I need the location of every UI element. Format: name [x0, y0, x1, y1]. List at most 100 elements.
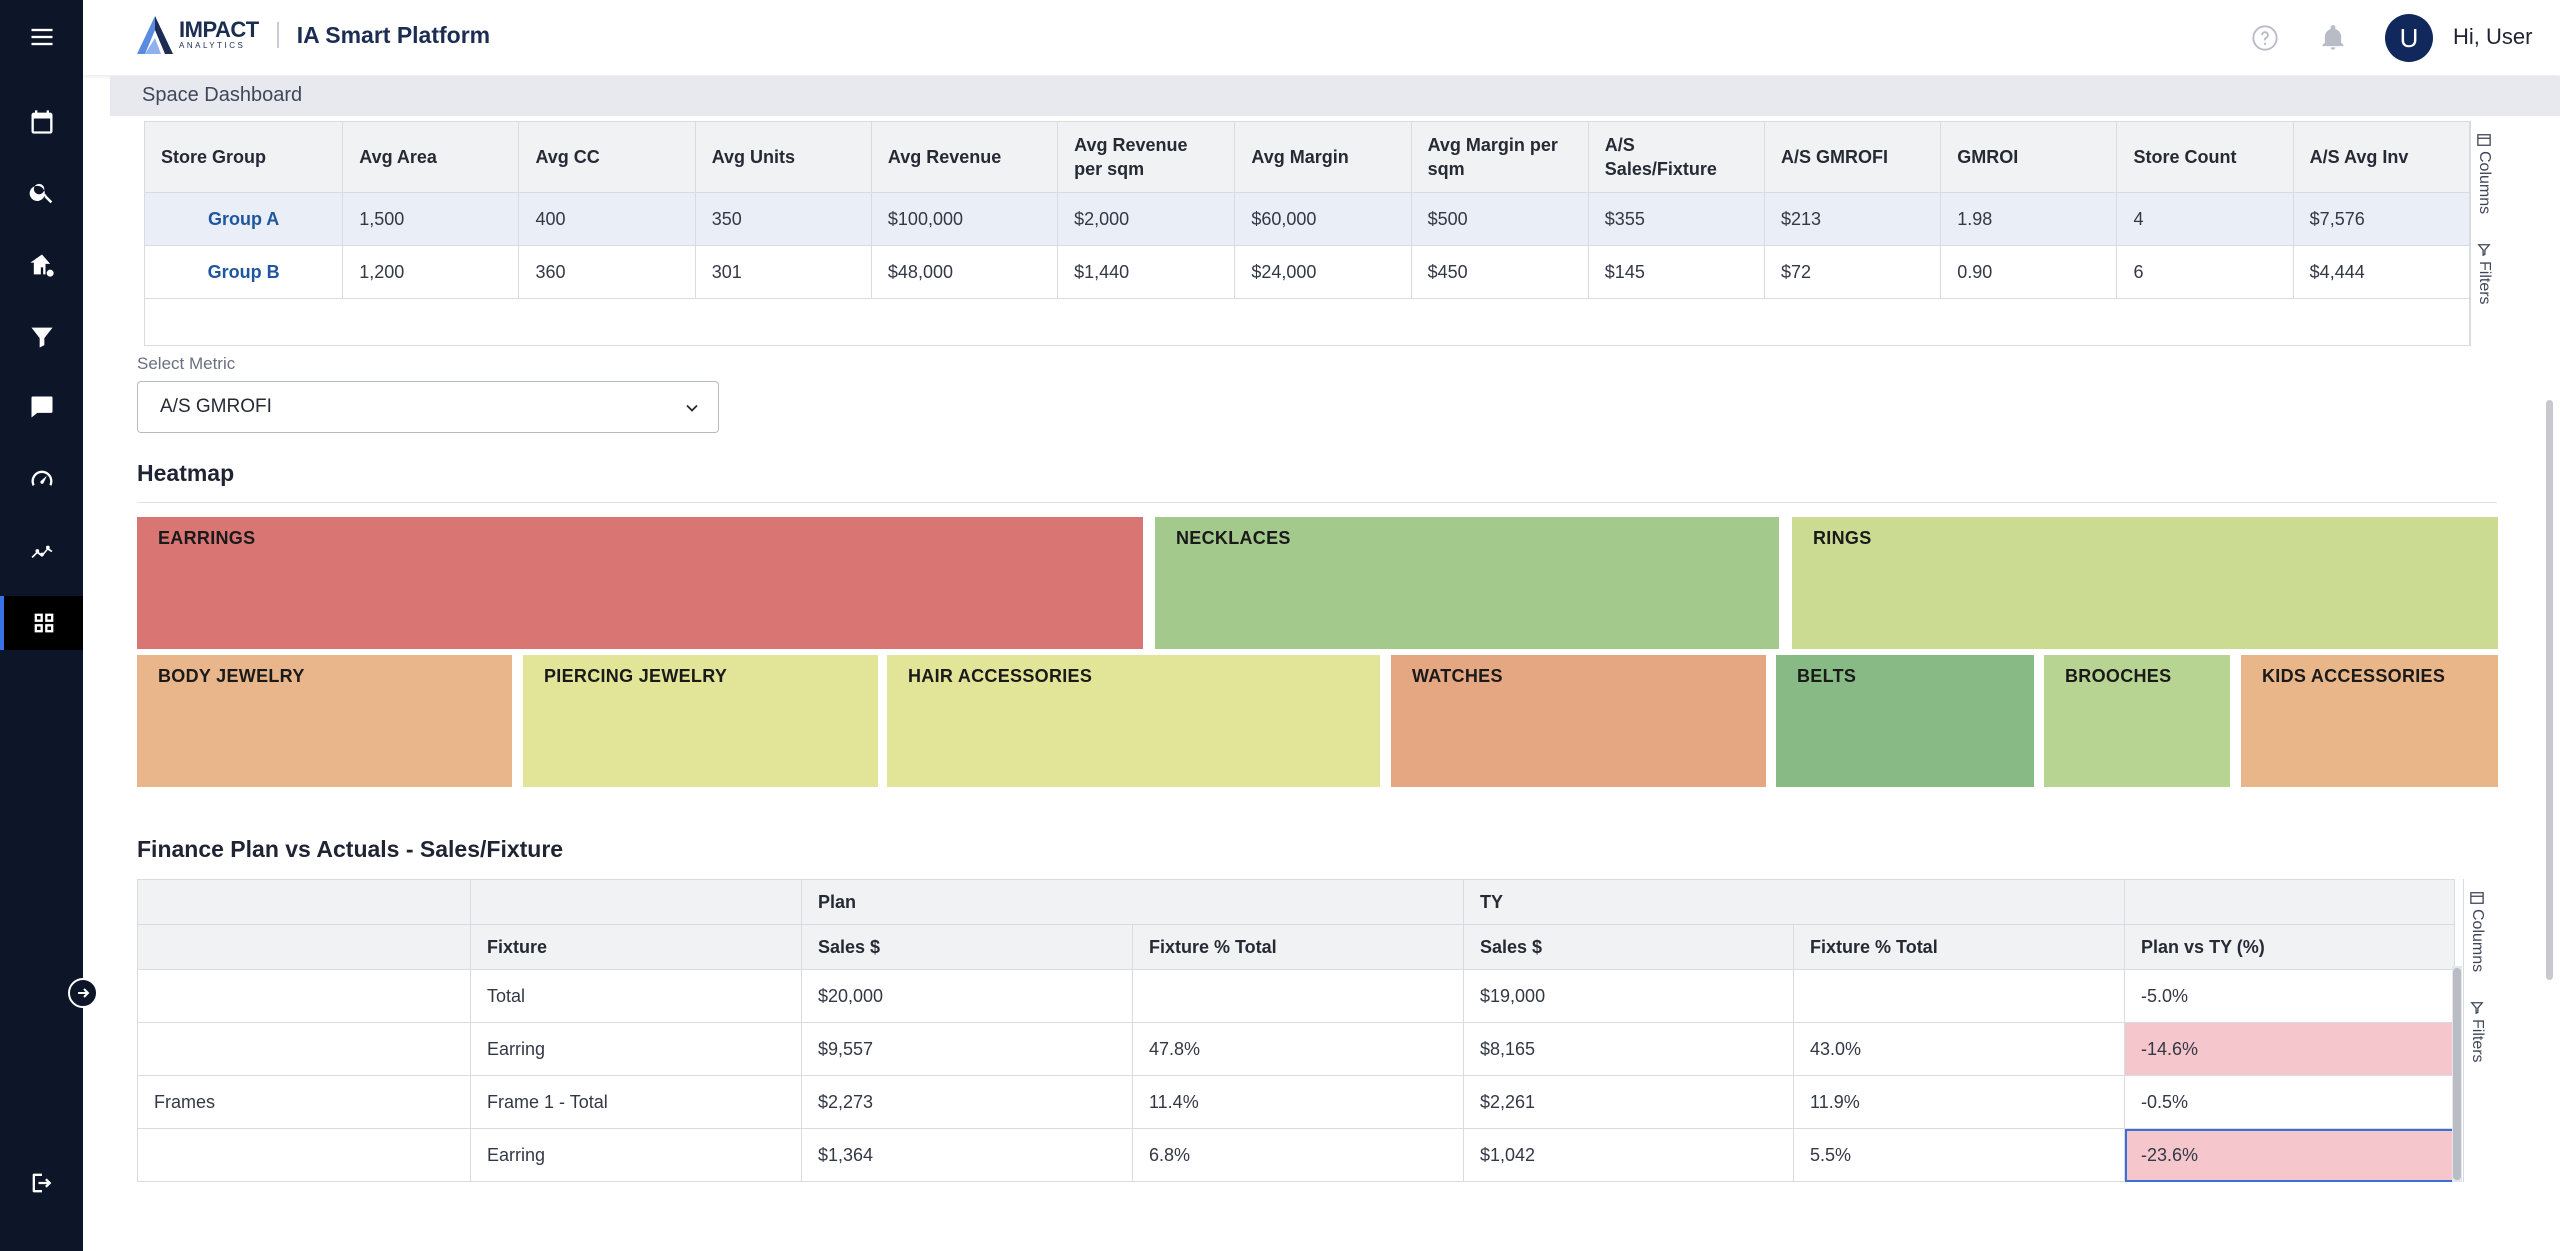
column-header[interactable]: Fixture — [470, 924, 802, 970]
table-cell[interactable]: $500 — [1410, 192, 1589, 246]
column-header[interactable]: Store Count — [2116, 121, 2294, 193]
heatmap-cell[interactable]: HAIR ACCESSORIES — [887, 655, 1380, 787]
table-cell[interactable]: Total — [470, 969, 802, 1023]
column-header[interactable]: Fixture % Total — [1793, 924, 2126, 970]
chat-icon[interactable] — [0, 380, 83, 434]
table-cell[interactable]: 360 — [518, 245, 696, 299]
table-cell-negative[interactable]: -23.6% — [2124, 1128, 2456, 1182]
table-row[interactable]: Earring $1,364 6.8% $1,042 5.5% -23.6% — [137, 1128, 2456, 1182]
table-cell[interactable]: $100,000 — [870, 192, 1059, 246]
table-cell[interactable]: $7,576 — [2292, 192, 2471, 246]
calendar-icon[interactable] — [0, 95, 83, 149]
table-cell[interactable]: $1,440 — [1057, 245, 1236, 299]
column-header[interactable]: Avg CC — [518, 121, 696, 193]
table-cell[interactable]: 5.5% — [1793, 1128, 2126, 1182]
table-cell[interactable] — [1131, 969, 1465, 1023]
heatmap-cell[interactable]: KIDS ACCESSORIES — [2241, 655, 2498, 787]
column-header[interactable]: A/S GMROFI — [1764, 121, 1942, 193]
table-cell[interactable]: $213 — [1764, 192, 1942, 246]
table-cell[interactable]: 0.90 — [1940, 245, 2118, 299]
table-cell[interactable]: $60,000 — [1234, 192, 1412, 246]
column-header[interactable]: Sales $ — [1463, 924, 1795, 970]
heatmap-cell[interactable]: BODY JEWELRY — [137, 655, 512, 787]
table-cell[interactable]: $2,261 — [1463, 1075, 1795, 1129]
heatmap-cell[interactable]: EARRINGS — [137, 517, 1143, 649]
trend-icon[interactable] — [0, 524, 83, 578]
table-cell[interactable]: $9,557 — [801, 1022, 1133, 1076]
table-cell[interactable]: $19,000 — [1463, 969, 1795, 1023]
heatmap-cell[interactable]: NECKLACES — [1155, 517, 1779, 649]
table-cell[interactable]: 43.0% — [1793, 1022, 2126, 1076]
table-cell[interactable]: $145 — [1587, 245, 1766, 299]
table-cell[interactable]: 11.9% — [1793, 1075, 2126, 1129]
table-cell[interactable]: -5.0% — [2124, 969, 2456, 1023]
column-header[interactable]: GMROI — [1940, 121, 2118, 193]
table-cell[interactable] — [137, 1022, 471, 1076]
filters-tab[interactable]: Filters — [2475, 243, 2493, 305]
column-header[interactable]: Avg Units — [694, 121, 872, 193]
table-row[interactable]: Earring $9,557 47.8% $8,165 43.0% -14.6% — [137, 1022, 2456, 1076]
table-cell[interactable] — [137, 969, 471, 1023]
column-header[interactable]: A/S Avg Inv — [2292, 121, 2471, 193]
table-cell[interactable]: $4,444 — [2292, 245, 2471, 299]
table-cell[interactable]: 400 — [518, 192, 696, 246]
table-row[interactable]: Frames Frame 1 - Total $2,273 11.4% $2,2… — [137, 1075, 2456, 1129]
table-cell[interactable]: $72 — [1764, 245, 1942, 299]
table-cell[interactable]: 1,500 — [342, 192, 520, 246]
table-cell[interactable]: $20,000 — [801, 969, 1133, 1023]
table-cell[interactable]: 6 — [2116, 245, 2294, 299]
table-cell[interactable]: 4 — [2116, 192, 2294, 246]
table-cell[interactable]: $48,000 — [870, 245, 1059, 299]
table-cell[interactable]: Earring — [470, 1128, 802, 1182]
table-cell[interactable]: $1,042 — [1463, 1128, 1795, 1182]
column-header[interactable]: Avg Area — [342, 121, 520, 193]
table-cell[interactable] — [137, 1128, 471, 1182]
help-icon[interactable] — [2251, 24, 2279, 52]
filters-tab[interactable]: Filters — [2468, 1001, 2486, 1063]
table-cell[interactable]: 47.8% — [1131, 1022, 1465, 1076]
logo[interactable]: IMPACT ANALYTICS IA Smart Platform — [135, 14, 490, 56]
column-header[interactable]: Avg Margin — [1234, 121, 1412, 193]
table-cell-negative[interactable]: -14.6% — [2124, 1022, 2456, 1076]
table-row[interactable]: Group A 1,500 400 350 $100,000 $2,000 $6… — [143, 192, 2471, 246]
heatmap-cell[interactable]: BELTS — [1776, 655, 2034, 787]
store-group-link[interactable]: Group A — [143, 192, 344, 246]
table-cell[interactable]: 6.8% — [1131, 1128, 1465, 1182]
avatar[interactable]: U — [2385, 14, 2433, 62]
column-header[interactable]: A/S Sales/Fixture — [1587, 121, 1766, 193]
table-cell[interactable]: $450 — [1410, 245, 1589, 299]
table-cell[interactable]: $24,000 — [1234, 245, 1412, 299]
user-greeting[interactable]: Hi, User — [2453, 24, 2533, 49]
columns-tab[interactable]: Columns — [2475, 133, 2493, 214]
column-header[interactable]: Fixture % Total — [1131, 924, 1465, 970]
table-cell[interactable]: $355 — [1587, 192, 1766, 246]
table-row[interactable]: Total $20,000 $19,000 -5.0% — [137, 969, 2456, 1023]
table-cell[interactable]: $2,273 — [801, 1075, 1133, 1129]
table-cell[interactable] — [1793, 969, 2126, 1023]
menu-icon[interactable] — [0, 10, 83, 64]
speedometer-icon[interactable] — [0, 453, 83, 507]
table-cell[interactable]: $1,364 — [801, 1128, 1133, 1182]
table-cell[interactable]: $2,000 — [1057, 192, 1236, 246]
heatmap-cell[interactable]: WATCHES — [1391, 655, 1766, 787]
column-header[interactable]: Avg Revenue — [870, 121, 1059, 193]
page-scrollbar[interactable] — [2546, 400, 2553, 980]
table-cell[interactable]: -0.5% — [2124, 1075, 2456, 1129]
column-header[interactable]: Store Group — [143, 121, 344, 193]
heatmap-cell[interactable]: PIERCING JEWELRY — [523, 655, 878, 787]
table-cell[interactable]: 1.98 — [1940, 192, 2118, 246]
column-header[interactable] — [137, 924, 471, 970]
logout-icon[interactable] — [0, 1156, 83, 1210]
table-cell[interactable]: Earring — [470, 1022, 802, 1076]
filter-icon[interactable] — [0, 310, 83, 364]
search-icon[interactable] — [0, 165, 83, 219]
table-cell[interactable]: 350 — [694, 192, 872, 246]
column-header[interactable]: Avg Margin per sqm — [1410, 121, 1589, 193]
table-row[interactable]: Group B 1,200 360 301 $48,000 $1,440 $24… — [143, 245, 2471, 299]
table-cell[interactable]: Frames — [137, 1075, 471, 1129]
columns-tab[interactable]: Columns — [2468, 891, 2486, 972]
store-group-link[interactable]: Group B — [143, 245, 344, 299]
column-header[interactable]: Plan vs TY (%) — [2124, 924, 2456, 970]
sidebar-toggle-button[interactable] — [68, 978, 98, 1008]
grid-icon[interactable] — [0, 596, 83, 650]
